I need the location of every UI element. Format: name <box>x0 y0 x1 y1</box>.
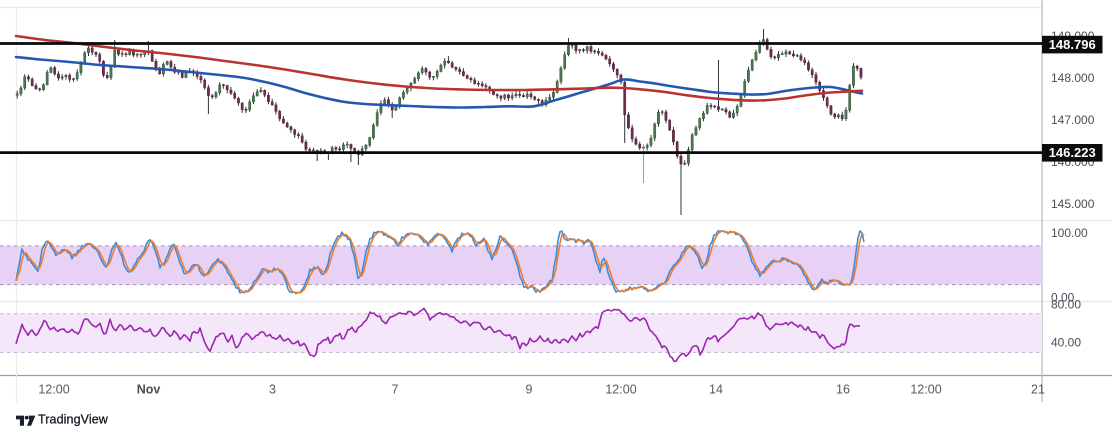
svg-text:16: 16 <box>836 383 850 397</box>
svg-text:9: 9 <box>526 383 533 397</box>
svg-text:40.00: 40.00 <box>1051 336 1081 350</box>
svg-text:148.000: 148.000 <box>1051 71 1095 85</box>
svg-text:145.000: 145.000 <box>1051 197 1095 211</box>
svg-text:12:00: 12:00 <box>38 383 69 397</box>
svg-text:0.00: 0.00 <box>1051 290 1075 304</box>
svg-text:100.00: 100.00 <box>1051 226 1088 240</box>
svg-text:148.796: 148.796 <box>1049 37 1096 52</box>
svg-text:14: 14 <box>709 383 723 397</box>
svg-text:7: 7 <box>392 383 399 397</box>
svg-text:TradingView: TradingView <box>38 412 109 426</box>
svg-text:80.00: 80.00 <box>1051 297 1081 311</box>
svg-text:Nov: Nov <box>137 383 161 397</box>
svg-text:3: 3 <box>269 383 276 397</box>
svg-text:12:00: 12:00 <box>910 383 941 397</box>
svg-text:12:00: 12:00 <box>605 383 636 397</box>
svg-text:21: 21 <box>1031 383 1045 397</box>
svg-text:146.223: 146.223 <box>1049 145 1096 160</box>
svg-text:147.000: 147.000 <box>1051 113 1095 127</box>
